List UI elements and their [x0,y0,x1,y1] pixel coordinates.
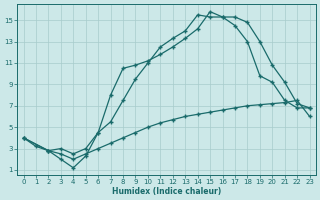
X-axis label: Humidex (Indice chaleur): Humidex (Indice chaleur) [112,187,221,196]
